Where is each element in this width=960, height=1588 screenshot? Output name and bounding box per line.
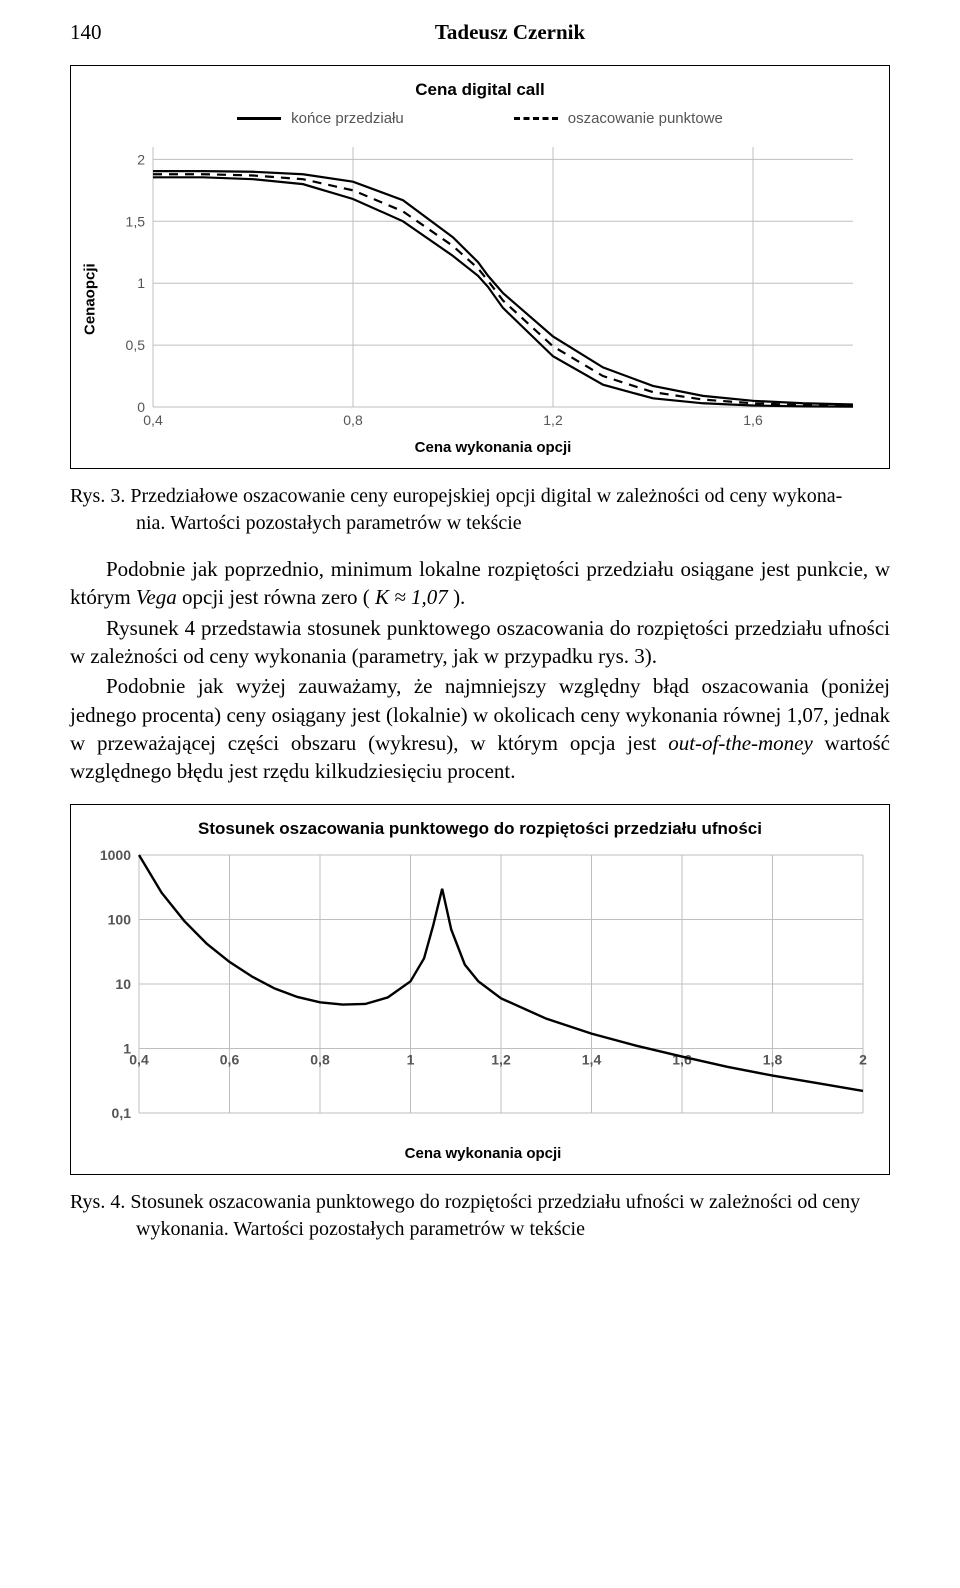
legend-label-solid: końce przedziału [291,110,404,127]
para-1: Podobnie jak poprzednio, minimum lokalne… [70,555,890,612]
caption2-line2: wykonania. Wartości pozostałych parametr… [70,1216,890,1243]
chart2-xlabel: Cena wykonania opcji [83,1145,883,1162]
page-number: 140 [70,20,130,45]
chart1-title: Cena digital call [77,80,883,100]
svg-text:0,5: 0,5 [126,337,146,353]
chart2-body: 0,111010010000,40,60,811,21,41,61,82 Cen… [77,843,883,1168]
svg-text:1: 1 [407,1051,415,1067]
svg-text:0,8: 0,8 [343,412,363,428]
svg-text:0,1: 0,1 [112,1105,132,1121]
caption1-line1: Rys. 3. Przedziałowe oszacowanie ceny eu… [70,485,842,507]
para1-ital: Vega [136,585,177,609]
svg-text:1,5: 1,5 [126,213,146,229]
svg-text:0,4: 0,4 [129,1051,149,1067]
caption-1: Rys. 3. Przedziałowe oszacowanie ceny eu… [70,483,890,537]
caption1-line2: nia. Wartości pozostałych parametrów w t… [70,510,890,537]
chart-ratio: Stosunek oszacowania punktowego do rozpi… [70,804,890,1175]
legend-swatch-dash [514,117,558,120]
legend-item-solid: końce przedziału [237,110,404,127]
para1-d: ). [448,585,466,609]
para1-b: opcji jest równa zero ( [177,585,375,609]
svg-text:0,6: 0,6 [220,1051,240,1067]
page: 140 Tadeusz Czernik Cena digital call ko… [0,0,960,1291]
chart2-svg: 0,111010010000,40,60,811,21,41,61,82 [83,843,873,1143]
chart-digital-call: Cena digital call końce przedziału oszac… [70,65,890,469]
body-text: Podobnie jak poprzednio, minimum lokalne… [70,555,890,786]
chart1-legend: końce przedziału oszacowanie punktowe [77,110,883,127]
svg-text:10: 10 [115,976,131,992]
page-header: 140 Tadeusz Czernik [70,20,890,45]
svg-text:1,2: 1,2 [491,1051,511,1067]
svg-text:1,6: 1,6 [743,412,763,428]
chart1-xlabel: Cena wykonania opcji [103,439,883,456]
svg-text:2: 2 [137,151,145,167]
legend-swatch-solid [237,117,281,120]
chart1-ylabel: Cenaopcji [77,137,103,462]
svg-text:0,4: 0,4 [143,412,163,428]
para-2: Rysunek 4 przedstawia stosunek punktoweg… [70,614,890,671]
chart1-plot: 00,511,520,40,81,21,6 Cena wykonania opc… [103,137,883,462]
svg-text:2: 2 [859,1051,867,1067]
chart2-title: Stosunek oszacowania punktowego do rozpi… [77,819,883,839]
para3-ital: out-of-the-money [668,731,813,755]
legend-item-dash: oszacowanie punktowe [514,110,723,127]
svg-text:0,8: 0,8 [310,1051,330,1067]
svg-text:1: 1 [137,275,145,291]
para1-c: K ≈ 1,07 [375,585,448,609]
caption-2: Rys. 4. Stosunek oszacowania punktowego … [70,1189,890,1243]
author-name: Tadeusz Czernik [130,20,890,45]
chart2-plot: 0,111010010000,40,60,811,21,41,61,82 Cen… [77,843,883,1168]
chart1-svg: 00,511,520,40,81,21,6 [103,137,863,437]
svg-text:1,8: 1,8 [763,1051,783,1067]
svg-text:1,4: 1,4 [582,1051,602,1067]
svg-text:1,2: 1,2 [543,412,563,428]
svg-text:1000: 1000 [100,847,131,863]
svg-text:100: 100 [108,911,132,927]
caption2-line1: Rys. 4. Stosunek oszacowania punktowego … [70,1191,860,1213]
chart1-body: Cenaopcji 00,511,520,40,81,21,6 Cena wyk… [77,137,883,462]
para-3: Podobnie jak wyżej zauważamy, że najmnie… [70,672,890,785]
legend-label-dash: oszacowanie punktowe [568,110,723,127]
